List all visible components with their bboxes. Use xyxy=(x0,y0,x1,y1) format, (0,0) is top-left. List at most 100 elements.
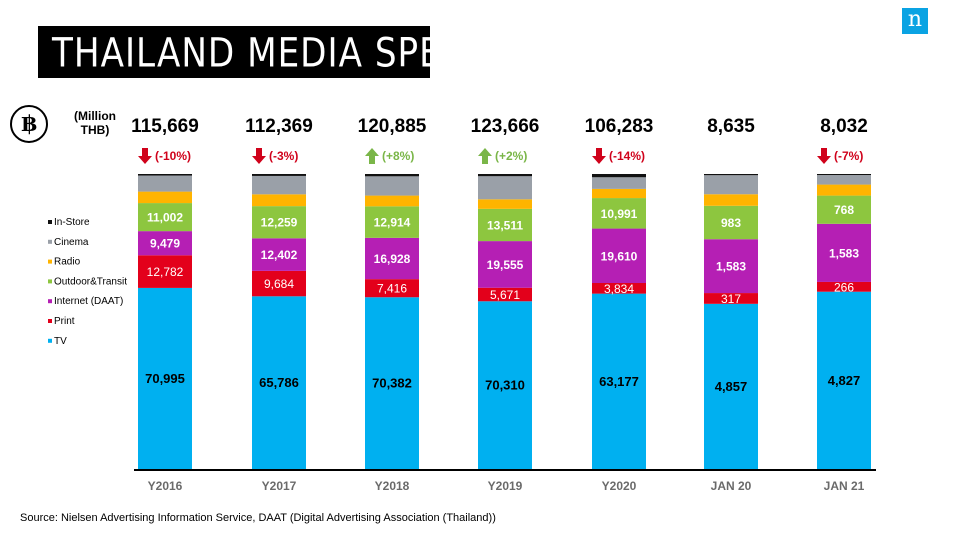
x-tick-label-2: Y2018 xyxy=(375,479,410,493)
bar-outdoor-transit-3 xyxy=(478,208,532,242)
total-label-3: 123,666 xyxy=(471,116,540,137)
arrow-up-icon-3 xyxy=(478,148,492,164)
bar-in-store-4 xyxy=(592,174,646,178)
legend-label-internet-daat-: Internet (DAAT) xyxy=(54,296,123,307)
unit-label: (Million THB) xyxy=(74,109,116,137)
data-label-print-1: 9,684 xyxy=(264,277,294,291)
bar-outdoor-transit-4 xyxy=(592,198,646,229)
data-label-outdoor-transit-4: 10,991 xyxy=(601,207,638,221)
legend-swatch-tv xyxy=(48,338,52,343)
x-tick-label-5: JAN 20 xyxy=(711,479,752,493)
data-label-internet-daat--4: 19,610 xyxy=(601,249,638,263)
data-label-print-3: 5,671 xyxy=(490,288,520,302)
bar-internet-daat--3 xyxy=(478,241,532,288)
bar-tv-1 xyxy=(252,296,306,469)
page-title: THAILAND MEDIA SPENDING xyxy=(52,29,561,77)
bar-in-store-6 xyxy=(817,174,871,176)
data-label-tv-3: 70,310 xyxy=(485,378,525,393)
bar-cinema-6 xyxy=(817,175,871,185)
legend-label-radio: Radio xyxy=(54,257,81,268)
bar-tv-4 xyxy=(592,293,646,469)
bar-cinema-1 xyxy=(252,175,306,195)
data-label-outdoor-transit-6: 768 xyxy=(834,203,854,217)
data-label-tv-4: 63,177 xyxy=(599,374,639,389)
bar-tv-3 xyxy=(478,301,532,469)
bar-internet-daat--4 xyxy=(592,228,646,284)
bar-radio-1 xyxy=(252,194,306,207)
data-label-outdoor-transit-1: 12,259 xyxy=(261,216,298,230)
data-label-tv-0: 70,995 xyxy=(145,371,185,386)
total-label-2: 120,885 xyxy=(358,116,427,137)
bar-outdoor-transit-1 xyxy=(252,206,306,239)
bar-print-0 xyxy=(138,255,192,288)
growth-label-2: (+8%) xyxy=(382,149,414,163)
bar-cinema-3 xyxy=(478,176,532,200)
bar-print-4 xyxy=(592,283,646,294)
arrow-down-icon-1 xyxy=(252,148,266,164)
baht-icon: ฿ xyxy=(10,105,48,143)
total-label-4: 106,283 xyxy=(585,116,654,137)
growth-label-3: (+2%) xyxy=(495,149,527,163)
legend-label-tv: TV xyxy=(54,336,67,347)
bar-print-5 xyxy=(704,293,758,304)
bar-print-1 xyxy=(252,270,306,297)
bar-tv-0 xyxy=(138,287,192,469)
legend-label-print: Print xyxy=(54,316,75,327)
legend-swatch-in-store xyxy=(48,220,52,224)
growth-label-0: (-10%) xyxy=(155,149,191,163)
data-label-internet-daat--3: 19,555 xyxy=(487,258,524,272)
data-label-outdoor-transit-2: 12,914 xyxy=(374,216,411,230)
bar-tv-2 xyxy=(365,297,419,469)
bar-in-store-2 xyxy=(365,174,419,177)
data-label-tv-2: 70,382 xyxy=(372,376,412,391)
data-label-outdoor-transit-3: 13,511 xyxy=(487,218,523,232)
total-label-0: 115,669 xyxy=(131,116,199,137)
source-note: Source: Nielsen Advertising Information … xyxy=(20,512,496,524)
x-tick-label-6: JAN 21 xyxy=(824,479,865,493)
bar-cinema-5 xyxy=(704,175,758,195)
data-label-internet-daat--1: 12,402 xyxy=(261,248,298,262)
x-tick-label-3: Y2019 xyxy=(488,479,523,493)
data-label-print-2: 7,416 xyxy=(377,282,407,296)
x-tick-label-4: Y2020 xyxy=(602,479,637,493)
data-label-print-0: 12,782 xyxy=(147,265,184,279)
data-label-internet-daat--5: 1,583 xyxy=(716,260,746,274)
bar-cinema-4 xyxy=(592,177,646,189)
data-label-print-5: 317 xyxy=(721,292,741,306)
legend-swatch-internet-daat- xyxy=(48,299,52,304)
legend-label-in-store: In-Store xyxy=(54,217,90,228)
data-label-outdoor-transit-5: 983 xyxy=(721,216,741,230)
data-label-tv-1: 65,786 xyxy=(259,375,299,390)
bar-cinema-2 xyxy=(365,176,419,196)
total-label-6: 8,032 xyxy=(820,116,868,137)
bar-radio-5 xyxy=(704,194,758,206)
legend-label-cinema: Cinema xyxy=(54,237,89,248)
bar-cinema-0 xyxy=(138,175,192,192)
legend-swatch-outdoor-transit xyxy=(48,279,52,284)
total-label-5: 8,635 xyxy=(707,116,755,137)
growth-label-1: (-3%) xyxy=(269,149,298,163)
bar-radio-6 xyxy=(817,184,871,196)
bar-tv-6 xyxy=(817,291,871,469)
bar-print-6 xyxy=(817,281,871,292)
total-label-1: 112,369 xyxy=(245,116,313,137)
title-banner xyxy=(38,26,430,78)
bar-outdoor-transit-6 xyxy=(817,195,871,224)
legend-label-outdoor-transit: Outdoor&Transit xyxy=(54,276,127,287)
data-label-print-6: 266 xyxy=(834,280,854,294)
bar-radio-0 xyxy=(138,191,192,204)
bar-outdoor-transit-2 xyxy=(365,206,419,238)
growth-label-6: (-7%) xyxy=(834,149,863,163)
nielsen-logo-icon: n xyxy=(902,8,928,34)
bar-in-store-1 xyxy=(252,174,306,176)
bar-tv-5 xyxy=(704,303,758,469)
data-label-tv-6: 4,827 xyxy=(828,373,861,388)
bar-radio-2 xyxy=(365,195,419,207)
bar-outdoor-transit-0 xyxy=(138,203,192,232)
growth-label-4: (-14%) xyxy=(609,149,645,163)
arrow-down-icon-0 xyxy=(138,148,152,164)
arrow-down-icon-4 xyxy=(592,148,606,164)
bar-outdoor-transit-5 xyxy=(704,205,758,240)
data-label-outdoor-transit-0: 11,002 xyxy=(147,211,183,225)
